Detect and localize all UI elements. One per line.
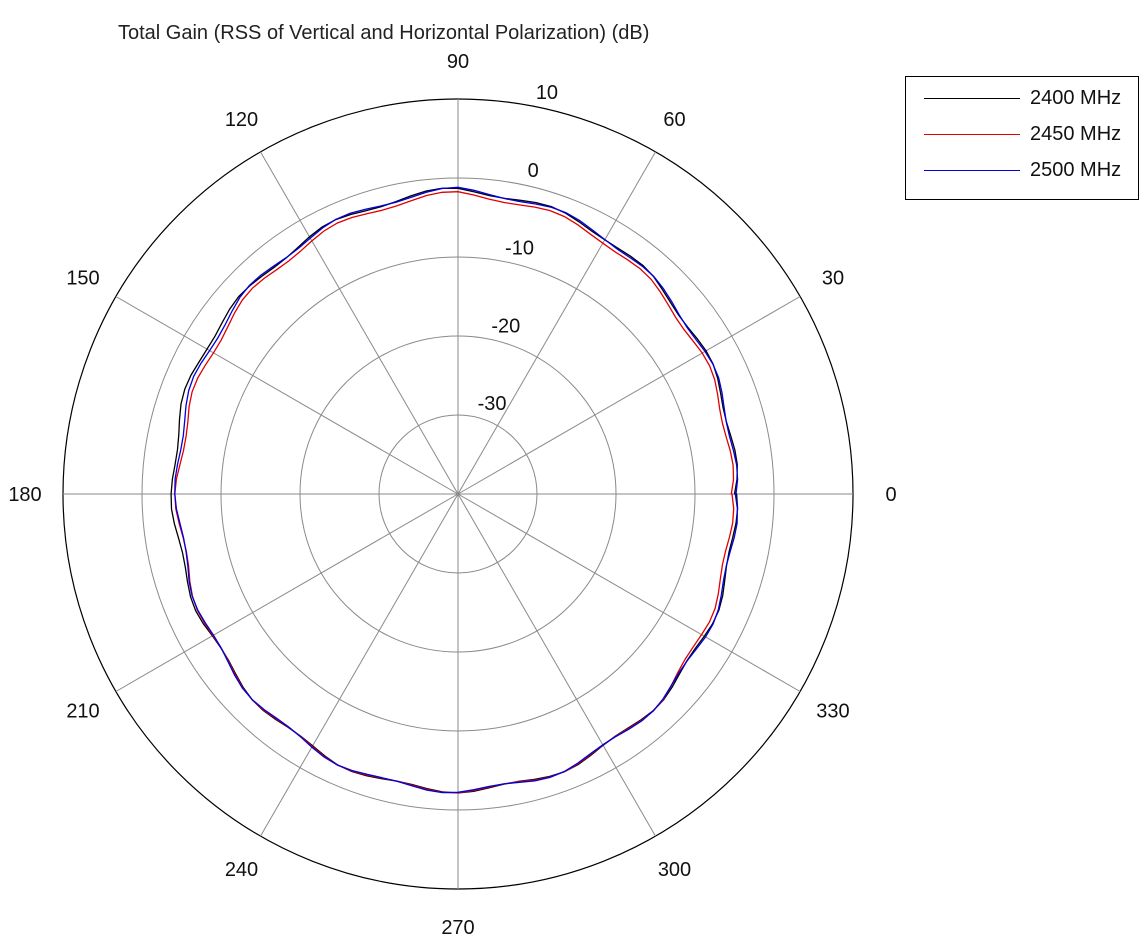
radial-tick-label: -10 <box>505 238 534 260</box>
angle-tick-label: 90 <box>447 51 469 73</box>
axis-labels: 0 30 60 90 120 150 180 210 240 270 300 330 -30 -20 -10… <box>8 51 896 939</box>
angle-tick-label: 60 <box>663 109 685 131</box>
angle-tick-label: 210 <box>66 701 99 723</box>
angular-grid-line <box>115 296 459 495</box>
angle-tick-label: 150 <box>66 268 99 290</box>
angle-tick-label: 30 <box>822 268 844 290</box>
angular-grid-line <box>115 493 459 692</box>
legend-label: 2500 MHz <box>1030 159 1122 181</box>
angle-tick-label: 120 <box>225 109 258 131</box>
angular-grid-line <box>260 151 459 495</box>
angular-grid-line <box>457 493 801 692</box>
angle-tick-label: 180 <box>8 484 41 506</box>
polar-grid <box>62 98 854 890</box>
series-layer <box>170 186 739 794</box>
angle-tick-label: 270 <box>441 917 474 939</box>
legend-item: 2500 MHz <box>906 157 1138 185</box>
angular-grid-line <box>457 151 656 495</box>
radial-tick-label: -20 <box>491 315 520 337</box>
angular-grid-line <box>457 493 656 837</box>
legend: 2400 MHz 2450 MHz 2500 MHz <box>905 76 1139 200</box>
angular-grid-line <box>457 296 801 495</box>
angle-tick-label: 300 <box>658 859 691 881</box>
angle-tick-label: 0 <box>885 484 896 506</box>
legend-item: 2450 MHz <box>906 121 1138 149</box>
legend-label: 2400 MHz <box>1030 87 1122 109</box>
radial-tick-label: 0 <box>528 160 539 182</box>
legend-label: 2450 MHz <box>1030 123 1122 145</box>
series-line-2500-mhz <box>174 186 739 794</box>
legend-swatch <box>924 170 1020 171</box>
radial-tick-label: -30 <box>478 393 507 415</box>
legend-swatch <box>924 134 1020 135</box>
legend-swatch <box>924 98 1020 99</box>
radial-tick-label: 10 <box>536 82 558 104</box>
angle-tick-label: 330 <box>816 701 849 723</box>
chart-title: Total Gain (RSS of Vertical and Horizont… <box>118 22 650 44</box>
angular-grid-line <box>260 493 459 837</box>
legend-item: 2400 MHz <box>906 85 1138 113</box>
angle-tick-label: 240 <box>225 859 258 881</box>
